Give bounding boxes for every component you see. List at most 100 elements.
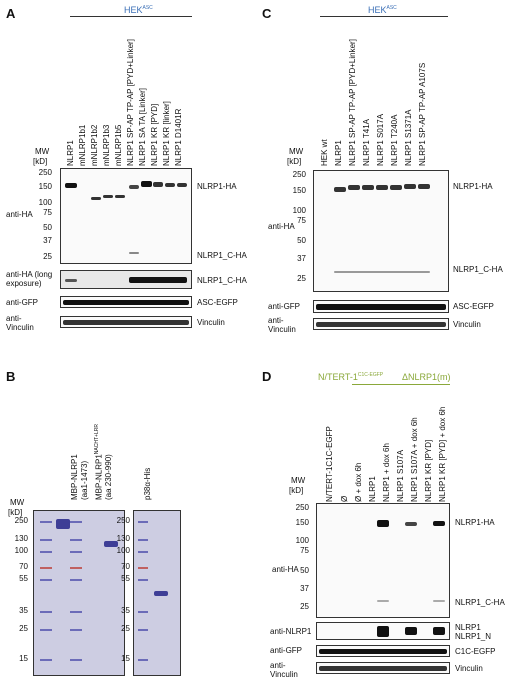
- blot-band: [63, 300, 189, 305]
- blot-band: [348, 185, 360, 190]
- panel-a-blot-ha-long: [60, 270, 192, 289]
- mw-marker: 50: [43, 223, 52, 232]
- panel-a-letter: A: [6, 6, 16, 21]
- mw-marker: 250: [14, 516, 28, 525]
- gel-ladder-band: [70, 539, 82, 541]
- blot-band: [65, 183, 77, 188]
- panel-c-row-label: anti-Vinculin: [268, 316, 296, 334]
- blot-band: [433, 600, 445, 602]
- mw-marker: 100: [14, 546, 28, 555]
- gel-ladder-band: [40, 521, 52, 523]
- gel-ladder-band: [138, 539, 148, 541]
- mw-marker: 55: [121, 574, 130, 583]
- lane-label: p38α-His: [143, 467, 152, 500]
- lane-label: NLRP1 SA TA [Linker]: [138, 88, 147, 166]
- blot-band: [115, 195, 125, 198]
- panel-d-letter: D: [262, 369, 272, 384]
- blot-band: [376, 185, 388, 190]
- gel-ladder-band: [138, 521, 148, 523]
- blot-band: [404, 184, 416, 189]
- panel-c-band-label: ASC-EGFP: [453, 302, 494, 311]
- gel-ladder-band: [138, 567, 148, 569]
- panel-d-band-label: NLRP1_C-HA: [455, 598, 505, 607]
- blot-band: [334, 187, 346, 192]
- blot-band: [129, 185, 139, 189]
- mw-marker: 37: [297, 254, 306, 263]
- lane-label: NLRP1 S017A: [376, 113, 385, 166]
- gel-ladder-band: [40, 567, 52, 569]
- gel-ladder-band: [70, 579, 82, 581]
- lane-label: NLRP1: [66, 140, 75, 166]
- panel-b-letter: B: [6, 369, 16, 384]
- gel-ladder-band: [40, 629, 52, 631]
- panel-d-mw-title: MW: [291, 476, 306, 485]
- mw-marker: 25: [121, 624, 130, 633]
- gel-ladder-band: [70, 659, 82, 661]
- panel-a-blot-vinculin: [60, 316, 192, 328]
- panel-d-band-label: NLRP1_N: [455, 632, 492, 641]
- mw-marker: 25: [297, 274, 306, 283]
- panel-c-blot-ha: [313, 170, 449, 292]
- panel-c-header-line: [320, 16, 448, 17]
- panel-a-band-label: ASC-EGFP: [197, 298, 238, 307]
- blot-band: [316, 304, 446, 310]
- panel-a-row-label: anti-Vinculin: [6, 314, 34, 332]
- lane-label: NLRP1: [368, 476, 377, 502]
- panel-c-row-label: anti-GFP: [268, 302, 301, 311]
- blot-band: [103, 195, 113, 198]
- blot-band: [316, 322, 446, 327]
- blot-band: [129, 277, 187, 283]
- lane-label: mNLRP1b1: [78, 124, 87, 166]
- lane-label: NLRP1 SP-AP TP-AP A107S: [418, 62, 427, 166]
- mw-marker: 35: [121, 606, 130, 615]
- blot-band: [405, 522, 417, 526]
- mw-marker: 250: [295, 503, 309, 512]
- blot-band: [377, 520, 389, 527]
- gel-ladder-band: [40, 579, 52, 581]
- panel-c-band-label: NLRP1-HA: [453, 182, 493, 191]
- panel-d-header-line: [352, 384, 450, 385]
- lane-label: NLRP1 SP-AP TP-AP [PYD+Linker]: [126, 39, 135, 166]
- lane-label: NLRP1 T240A: [390, 114, 399, 166]
- panel-a-band-label: NLRP1_C-HA: [197, 251, 247, 260]
- gel-ladder-band: [138, 629, 148, 631]
- panel-c-blot-vinculin: [313, 318, 449, 330]
- blot-band: [153, 182, 163, 187]
- blot-band: [405, 627, 417, 635]
- lane-label: NLRP1 KR [PYD]: [150, 103, 159, 166]
- blot-band: [433, 627, 445, 635]
- gel-ladder-band: [138, 659, 148, 661]
- lane-label: Ø + dox 6h: [354, 462, 363, 502]
- blot-band: [63, 320, 189, 325]
- gel-ladder-band: [70, 567, 82, 569]
- panel-d-header-2: ΔNLRP1(m): [402, 372, 451, 382]
- lane-label: N/TERT-1C1C-EGFP: [325, 426, 334, 502]
- gel-ladder-band: [70, 551, 82, 553]
- mw-marker: 55: [19, 574, 28, 583]
- panel-c-letter: C: [262, 6, 272, 21]
- lane-label: NLRP1 D1401R: [174, 108, 183, 166]
- mw-marker: 250: [292, 170, 306, 179]
- blot-band: [390, 185, 402, 190]
- mw-marker: 70: [19, 562, 28, 571]
- gel-band: [56, 519, 70, 529]
- panel-a-row-label: anti-GFP: [6, 298, 39, 307]
- lane-label: NLRP1: [334, 140, 343, 166]
- panel-d-band-label: NLRP1: [455, 623, 481, 632]
- blot-band: [377, 600, 389, 602]
- lane-label: mNLRP1b2: [90, 124, 99, 166]
- mw-marker: 50: [300, 566, 309, 575]
- lane-label: NLRP1 S107A + dox 6h: [410, 417, 419, 502]
- mw-marker: 37: [43, 236, 52, 245]
- panel-d-blot-vinculin: [316, 662, 450, 674]
- mw-marker: 250: [38, 168, 52, 177]
- blot-band: [334, 271, 430, 273]
- lane-label: NLRP1 + dox 6h: [382, 443, 391, 502]
- mw-marker: 130: [116, 534, 130, 543]
- blot-band: [377, 626, 389, 637]
- gel-ladder-band: [40, 551, 52, 553]
- panel-c-band-label: NLRP1_C-HA: [453, 265, 503, 274]
- panel-a-mw-title: MW: [35, 147, 50, 156]
- blot-band: [91, 197, 101, 200]
- panel-d-row-label: anti-NLRP1: [270, 627, 312, 636]
